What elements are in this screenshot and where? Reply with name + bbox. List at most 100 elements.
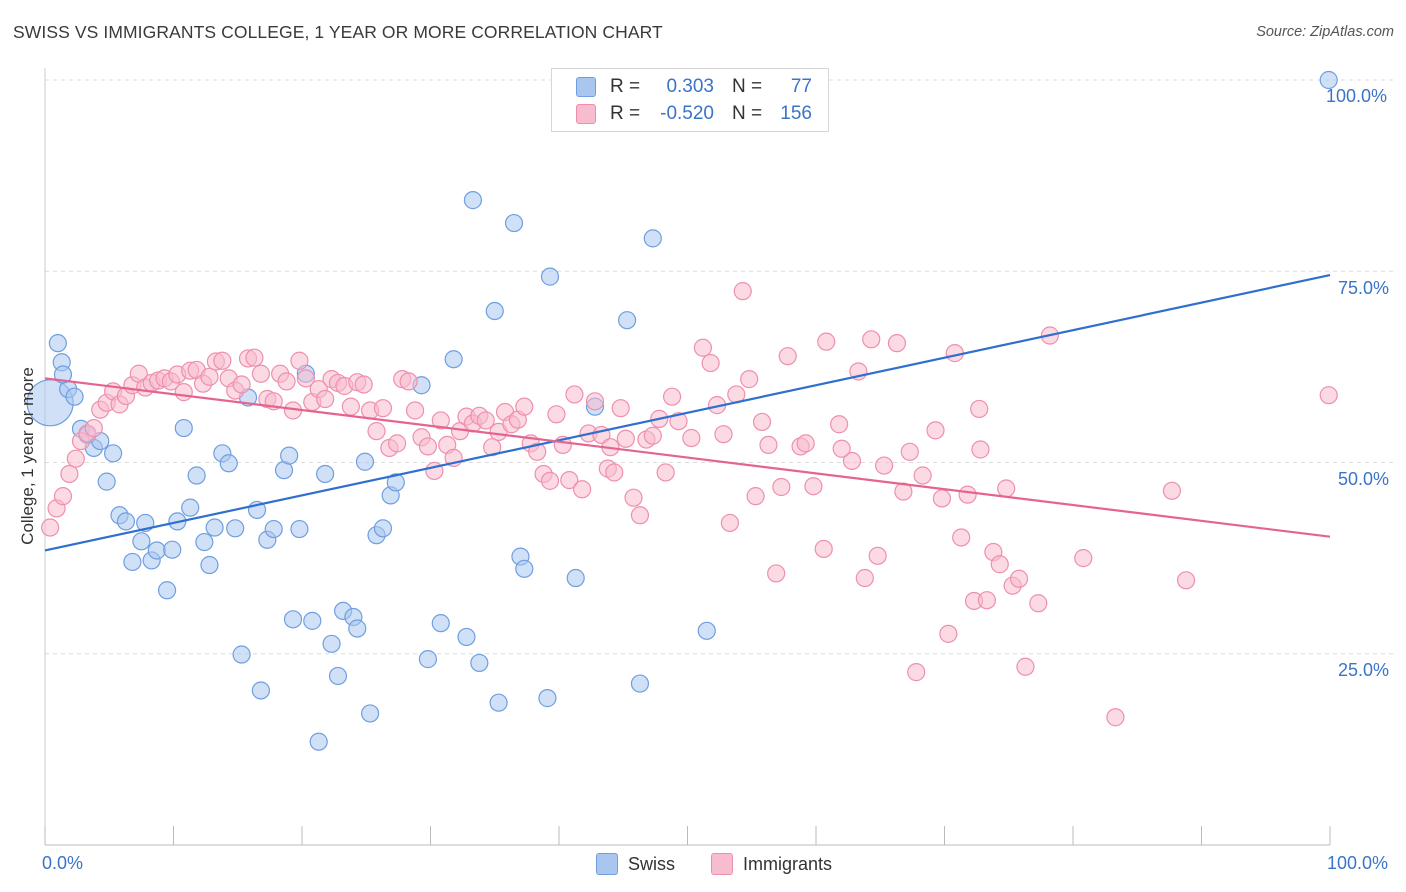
swiss-point [116,512,136,531]
swiss-legend-swatch [596,853,618,875]
y-tick-label-100: 100.0% [1326,86,1388,106]
immigrants-point [611,399,630,418]
immigrants-point [277,372,296,391]
legend-n-label: N = [732,76,763,97]
immigrants-point [752,412,772,432]
immigrants-point [740,370,759,389]
immigrants-point [174,383,193,402]
legend-n-value-swiss: 77 [790,76,812,97]
swiss-point [444,350,463,369]
immigrants-point [804,477,823,496]
data-points [26,70,1338,751]
immigrants-point [772,477,791,497]
immigrants-point [573,480,592,499]
immigrants-point [875,456,894,475]
immigrants-point [316,389,335,409]
immigrants-point [605,463,624,482]
legend-n-value-immigrants: 156 [780,103,812,124]
swiss-point [630,674,650,693]
x-tick-label-min: 0.0% [42,853,84,873]
swiss-point [373,519,393,538]
immigrants-point [547,405,566,424]
swiss-point [1319,70,1338,90]
swiss-point [163,540,182,559]
chart-title: SWISS VS IMMIGRANTS COLLEGE, 1 YEAR OR M… [13,22,663,42]
immigrants-point [913,466,932,485]
immigrants-point [1074,549,1093,568]
swiss-point [470,653,489,673]
immigrants-point [84,418,103,438]
swiss-point [457,627,476,647]
swiss-point [251,681,270,700]
immigrants-point [251,364,270,383]
swiss-point [195,532,214,552]
immigrants-point [476,411,495,430]
immigrants-point [387,434,407,453]
swiss-point [48,334,67,353]
immigrants-point [714,425,733,444]
immigrants-point [290,351,309,370]
immigrants-point [669,412,688,431]
y-tick-label-25: 25.0% [1338,660,1390,680]
immigrants-point [970,399,989,419]
legend-r-value-swiss: 0.303 [666,76,714,97]
immigrants-point [624,488,643,507]
immigrants-point [701,353,720,373]
swiss-point [348,619,367,638]
immigrants-point [832,439,851,458]
trend-lines [44,273,1331,552]
swiss-point [53,365,73,384]
immigrants-point [367,422,386,441]
swiss-point [232,645,251,664]
swiss-point [264,519,283,539]
immigrants-point [952,528,971,547]
bottom-legend-immigrants: Immigrants [711,852,832,876]
legend-n-label: N = [732,103,763,124]
immigrants-point [887,334,907,353]
immigrants-point [778,347,797,366]
immigrants-point [41,518,60,537]
immigrants-point [528,442,547,461]
immigrants-point [830,415,849,434]
immigrants-swatch [576,104,596,124]
immigrants-point [900,442,919,461]
source-label: Source: ZipAtlas.com [1256,24,1394,40]
immigrants-point [515,397,534,416]
axes [44,68,1331,846]
swiss-point [181,498,200,517]
swiss-swatch [576,77,596,97]
immigrants-point [977,591,997,610]
immigrants-point [855,568,874,588]
immigrants-point [1176,571,1196,590]
swiss-point [697,621,716,640]
immigrants-point [66,449,85,468]
swiss-point [226,519,245,538]
legend-r-value-immigrants: -0.520 [660,103,714,124]
immigrants-point [540,471,560,490]
swiss-point [566,568,585,588]
swiss-point [309,732,328,751]
swiss-point [361,704,380,723]
immigrants-point [997,479,1016,498]
immigrants-point [1016,657,1035,676]
swiss-point [283,610,303,629]
swiss-point [104,444,123,463]
legend-r-label: R = [610,103,641,124]
immigrants-point [405,401,425,420]
swiss-point [157,581,177,600]
immigrants-point [585,392,605,411]
immigrants-point [814,539,833,559]
immigrants-point [1009,569,1029,588]
swiss-point [355,452,375,471]
immigrants-point [616,429,635,448]
immigrants-legend-label: Immigrants [743,853,833,874]
swiss-point [147,541,166,560]
swiss-point [174,418,193,438]
immigrants-legend-swatch [711,853,733,875]
immigrants-point [926,421,945,440]
legend-row-immigrants: R = -0.520 N = 156 [576,103,812,125]
immigrants-point [817,332,836,351]
swiss-point [489,693,508,712]
y-tick-label-75: 75.0% [1338,278,1390,298]
immigrants-point [842,451,862,471]
